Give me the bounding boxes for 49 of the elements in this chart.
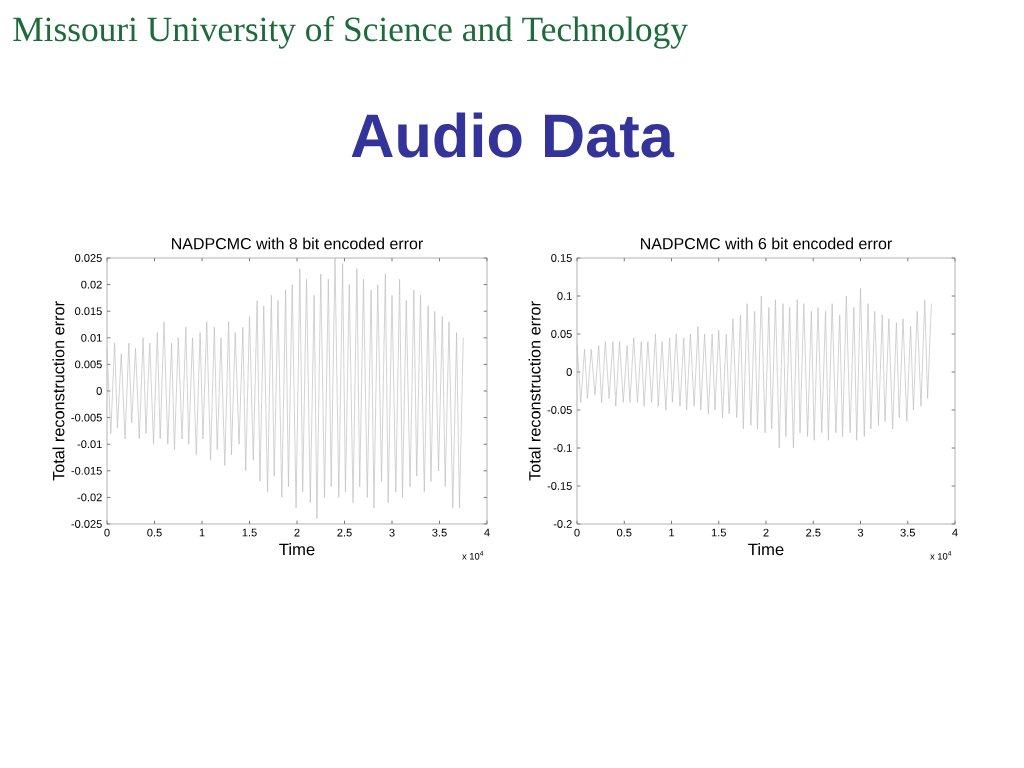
x-tick-label: 3.5	[432, 528, 447, 537]
y-tick-label: -0.02	[77, 493, 102, 502]
y-tick-label: 0.01	[81, 333, 102, 342]
x-tick-label: 0	[574, 528, 580, 537]
x-axis-title: Time	[279, 543, 315, 556]
x-tick-label: 0.5	[617, 528, 632, 537]
x-tick-label: 2	[763, 528, 769, 537]
x-tick-label: 2	[294, 528, 300, 537]
y-tick-label: -0.05	[547, 406, 572, 414]
y-tick-label: 0.015	[75, 307, 102, 316]
y-tick-label: 0.15	[551, 254, 572, 262]
y-tick-label: 0.025	[75, 254, 102, 262]
x-tick-label: 3	[389, 528, 395, 537]
y-tick-label: 0.005	[75, 360, 102, 369]
x-axis-title: Time	[748, 543, 784, 556]
y-tick-label: 0	[566, 368, 572, 376]
y-tick-label: -0.15	[547, 482, 572, 490]
text: x 10$^{4}$	[930, 550, 952, 560]
x-tick-label: 4	[484, 528, 490, 537]
y-tick-label: 0.02	[81, 280, 102, 289]
chart-title: NADPCMC with 6 bit encoded error	[641, 237, 892, 250]
y-tick-label: -0.015	[71, 466, 102, 475]
y-tick-label: -0.2	[553, 520, 572, 528]
text: Missouri University of Science and Technology	[13, 16, 688, 49]
y-tick-label: 0	[96, 387, 102, 395]
x-tick-label: 1	[669, 528, 675, 537]
y-tick-label: 0.1	[557, 292, 572, 300]
x-tick-label: 4	[952, 528, 958, 537]
line-series	[106, 257, 464, 520]
x-tick-label: 0	[104, 528, 110, 537]
y-axis-title: Total reconstruction error	[528, 301, 541, 481]
y-tick-label: -0.005	[71, 413, 102, 422]
x-tick-label: 1.5	[711, 528, 726, 537]
x-tick-label: 1	[199, 528, 205, 537]
text: x 10$^{4}$	[462, 550, 484, 560]
y-tick-label: -0.025	[71, 520, 102, 528]
text: Audio Data	[351, 112, 675, 158]
x-tick-label: 2.5	[806, 528, 821, 537]
y-axis-title: Total reconstruction error	[52, 301, 65, 481]
x-tick-label: 3.5	[900, 528, 915, 537]
y-tick-label: 0.05	[551, 330, 572, 338]
x-tick-label: 3	[857, 528, 864, 537]
x-tick-label: 2.5	[337, 528, 352, 537]
x-tick-label: 0.5	[147, 528, 162, 537]
x-tick-label: 1.5	[242, 528, 257, 537]
chart-title: NADPCMC with 8 bit encoded error	[172, 237, 423, 250]
y-tick-label: -0.01	[77, 440, 102, 449]
line-series	[576, 288, 932, 449]
y-tick-label: -0.1	[553, 444, 572, 452]
